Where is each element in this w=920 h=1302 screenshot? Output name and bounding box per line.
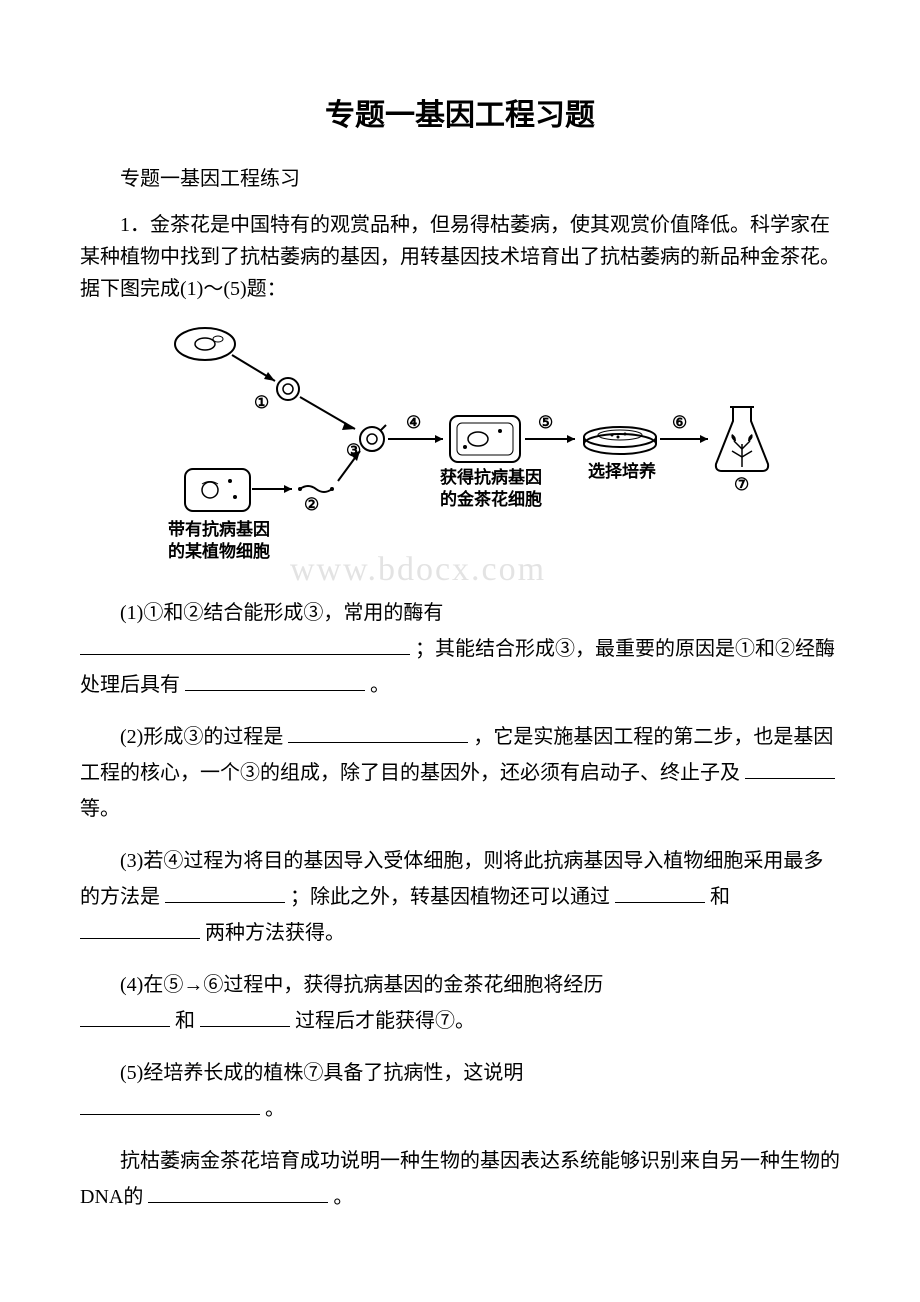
question-1: (1)①和②结合能形成③，常用的酶有 ；其能结合形成③，最重要的原因是①和②经酶…: [80, 595, 840, 703]
label-step2: ②: [304, 495, 319, 515]
q1-text1: (1)①和②结合能形成③，常用的酶有: [120, 602, 443, 624]
subtitle: 专题一基因工程练习: [80, 162, 840, 191]
q6-end: 。: [333, 1186, 353, 1208]
question-6: 抗枯萎病金茶花培育成功说明一种生物的基因表达系统能够识别来自另一种生物的DNA的…: [80, 1143, 840, 1215]
q4-text1: (4)在⑤→⑥过程中，获得抗病基因的金茶花细胞将经历: [120, 974, 603, 996]
q3-blank1: [165, 902, 285, 903]
question-2: (2)形成③的过程是 ，它是实施基因工程的第二步，也是基因工程的核心，一个③的组…: [80, 719, 840, 827]
watermark: www.bdocx.com: [290, 551, 546, 589]
q1-end: 。: [370, 674, 390, 696]
q3-text2: ；除此之外，转基因植物还可以通过: [290, 886, 610, 908]
label-step3: ③: [346, 441, 361, 461]
q2-text1: (2)形成③的过程是: [120, 726, 283, 748]
question-4: (4)在⑤→⑥过程中，获得抗病基因的金茶花细胞将经历 和 过程后才能获得⑦。: [80, 967, 840, 1039]
label-step6: ⑥: [672, 413, 687, 433]
intro-paragraph: 1．金茶花是中国特有的观赏品种，但易得枯萎病，使其观赏价值降低。科学家在某种植物…: [80, 209, 840, 305]
label-culture: 选择培养: [588, 457, 656, 482]
q3-blank3: [80, 938, 200, 939]
q1-blank1: [80, 654, 410, 655]
q4-blank1: [80, 1026, 170, 1027]
diagram: ① ② ③ ④ ⑤ ⑥ ⑦ 带有抗病基因 的某植物细胞 获得抗病基因 的金茶花细…: [160, 319, 780, 589]
q5-text1: (5)经培养长成的植株⑦具备了抗病性，这说明: [120, 1062, 523, 1084]
q3-text3: 和: [710, 886, 730, 908]
page-title: 专题一基因工程习题: [80, 90, 840, 134]
q5-end: 。: [265, 1098, 285, 1120]
q4-end: 过程后才能获得⑦。: [295, 1010, 475, 1032]
q4-blank2: [200, 1026, 290, 1027]
q6-text1: 抗枯萎病金茶花培育成功说明一种生物的基因表达系统能够识别来自另一种生物的DNA的: [80, 1150, 840, 1208]
label-step4: ④: [406, 413, 421, 433]
q5-blank1: [80, 1114, 260, 1115]
q6-blank1: [148, 1202, 328, 1203]
question-5: (5)经培养长成的植株⑦具备了抗病性，这说明 。: [80, 1055, 840, 1127]
q2-blank2: [745, 778, 835, 779]
label-result: ⑦: [734, 475, 749, 495]
q2-blank1: [288, 742, 468, 743]
q3-end: 两种方法获得。: [205, 922, 345, 944]
q4-text2: 和: [175, 1010, 195, 1032]
q1-blank2: [185, 690, 365, 691]
label-step1: ①: [254, 393, 269, 413]
label-bottom-cell: 带有抗病基因 的某植物细胞: [168, 519, 270, 563]
q2-end: 等。: [80, 798, 120, 820]
question-3: (3)若④过程为将目的基因导入受体细胞，则将此抗病基因导入植物细胞采用最多的方法…: [80, 843, 840, 951]
q3-blank2: [615, 902, 705, 903]
label-step5: ⑤: [538, 413, 553, 433]
label-middle-cell: 获得抗病基因 的金茶花细胞: [440, 467, 542, 511]
q1-text2: ；其能结合形成③，最重要的原因是①和②经酶处理后具有: [80, 638, 835, 696]
